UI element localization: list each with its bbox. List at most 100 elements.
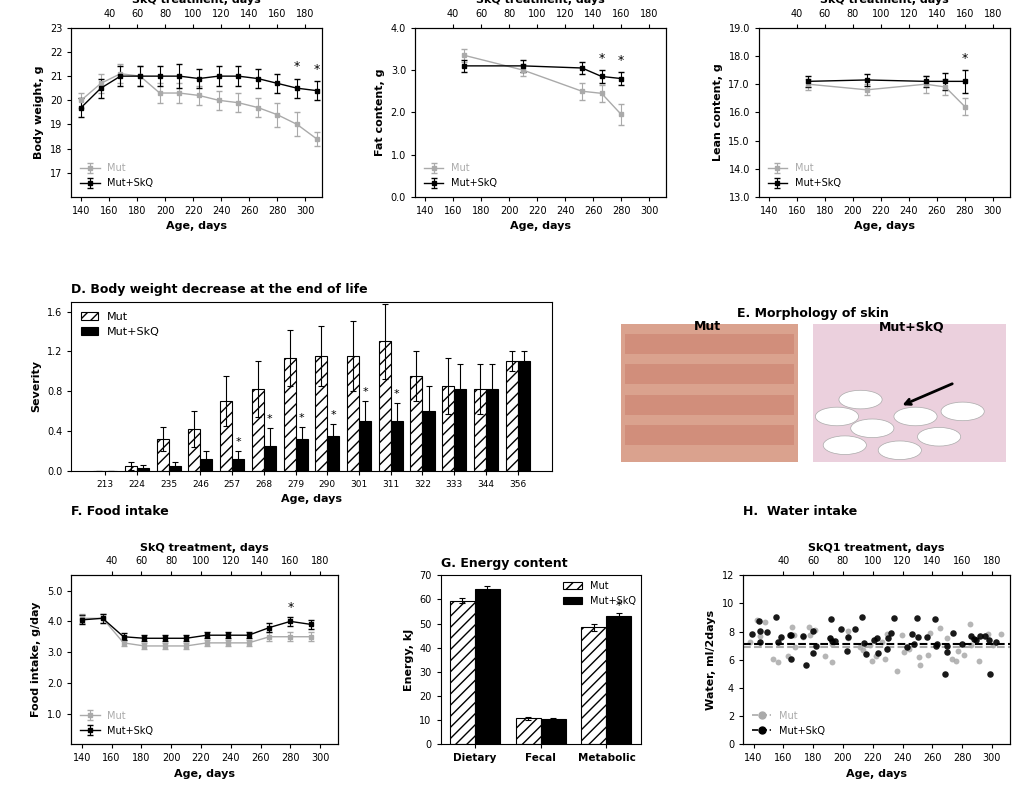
Point: [868, 631, 884, 644]
Point: [931, 622, 948, 634]
Point: [847, 623, 863, 636]
Bar: [296, 439, 308, 470]
Point: [863, 654, 879, 667]
Point: [953, 638, 969, 650]
Point: [910, 650, 926, 663]
Point: [851, 640, 867, 653]
Point: [823, 638, 840, 650]
Point: [748, 614, 764, 626]
Legend: Mut, Mut+SkQ: Mut, Mut+SkQ: [76, 159, 157, 192]
Text: F. Food intake: F. Food intake: [71, 505, 169, 518]
Bar: [625, 334, 793, 354]
Legend: Mut, Mut+SkQ: Mut, Mut+SkQ: [558, 577, 639, 610]
Point: [855, 636, 871, 649]
Point: [979, 634, 996, 646]
Point: [927, 640, 944, 653]
Text: E. Morphology of skin: E. Morphology of skin: [737, 306, 889, 320]
Bar: [422, 411, 434, 470]
Bar: [232, 458, 244, 470]
Point: [905, 638, 921, 650]
Point: [938, 646, 955, 659]
Bar: [621, 323, 797, 462]
Point: [962, 639, 978, 652]
Bar: [474, 588, 499, 744]
Bar: [124, 466, 137, 470]
Point: [986, 636, 1003, 649]
Point: [742, 636, 758, 649]
Text: *: *: [393, 389, 399, 399]
Bar: [606, 616, 631, 744]
Text: *: *: [235, 437, 240, 447]
Point: [965, 633, 981, 646]
Y-axis label: Body weight, g: Body weight, g: [35, 65, 44, 159]
X-axis label: Age, days: Age, days: [845, 769, 906, 778]
Legend: Mut, Mut+SkQ: Mut, Mut+SkQ: [763, 159, 844, 192]
Circle shape: [941, 402, 983, 421]
X-axis label: Age, days: Age, days: [280, 494, 341, 504]
Point: [918, 631, 934, 644]
Text: *: *: [293, 60, 300, 73]
Legend: Mut, Mut+SkQ: Mut, Mut+SkQ: [76, 307, 164, 341]
Point: [921, 626, 937, 639]
Point: [898, 641, 914, 654]
X-axis label: SkQ treatment, days: SkQ treatment, days: [132, 0, 261, 6]
Point: [758, 626, 774, 638]
Bar: [625, 364, 793, 384]
Point: [781, 628, 797, 641]
Text: *: *: [330, 410, 336, 419]
Point: [962, 630, 978, 642]
Point: [888, 665, 904, 677]
Point: [937, 640, 954, 653]
Point: [794, 630, 810, 642]
Bar: [625, 425, 793, 445]
Point: [821, 632, 838, 645]
Y-axis label: Food intake, g/day: Food intake, g/day: [32, 602, 42, 717]
Bar: [625, 395, 793, 415]
Point: [800, 621, 816, 634]
Point: [767, 611, 784, 623]
Bar: [441, 386, 453, 470]
Point: [743, 627, 759, 640]
Point: [833, 622, 849, 635]
Point: [865, 634, 881, 646]
Point: [911, 659, 927, 672]
Point: [861, 638, 877, 651]
Point: [878, 642, 895, 655]
Circle shape: [814, 408, 858, 426]
Point: [751, 624, 767, 637]
Point: [950, 644, 966, 657]
Point: [936, 668, 953, 681]
Bar: [201, 458, 212, 470]
Circle shape: [893, 408, 936, 426]
Point: [961, 617, 977, 630]
Point: [984, 638, 1001, 651]
Legend: Mut, Mut+SkQ: Mut, Mut+SkQ: [747, 707, 828, 739]
Point: [750, 615, 766, 627]
Point: [857, 648, 873, 661]
Y-axis label: Fat content, g: Fat content, g: [375, 68, 385, 156]
Text: *: *: [618, 54, 624, 67]
Point: [938, 632, 955, 645]
X-axis label: SkQ treatment, days: SkQ treatment, days: [476, 0, 604, 6]
Text: *: *: [362, 387, 368, 397]
Bar: [581, 627, 606, 744]
X-axis label: Age, days: Age, days: [166, 221, 227, 232]
Legend: Mut, Mut+SkQ: Mut, Mut+SkQ: [76, 707, 157, 739]
Point: [806, 624, 822, 637]
Bar: [137, 467, 149, 470]
Point: [976, 630, 993, 642]
Point: [772, 630, 789, 643]
Point: [867, 650, 883, 663]
Y-axis label: Energy, kJ: Energy, kJ: [404, 629, 414, 691]
Text: H.  Water intake: H. Water intake: [743, 505, 857, 518]
Bar: [346, 357, 359, 470]
Point: [839, 630, 855, 643]
Point: [816, 650, 833, 662]
Bar: [540, 720, 566, 744]
Point: [839, 632, 855, 645]
Point: [821, 632, 838, 645]
Point: [879, 631, 896, 644]
Text: *: *: [299, 413, 304, 423]
Y-axis label: Water, ml/2days: Water, ml/2days: [705, 610, 715, 710]
Point: [751, 635, 767, 648]
